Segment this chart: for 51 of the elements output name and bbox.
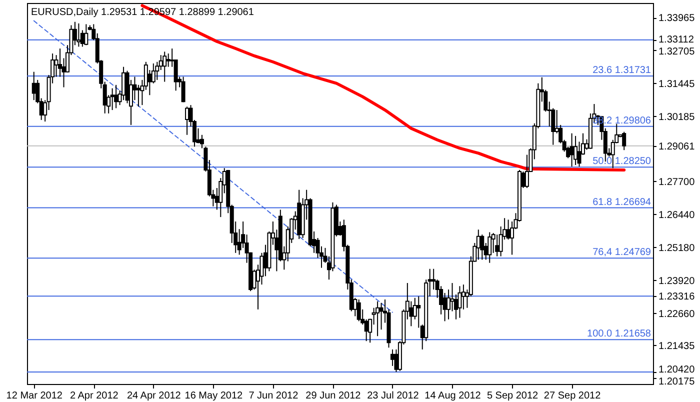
candlestick <box>84 24 88 46</box>
y-tick-label: 1.33112 <box>658 34 694 46</box>
candlestick <box>622 131 626 151</box>
ref-line-label: 100.0 1.21658 <box>587 328 652 340</box>
x-tick-label: 16 May 2012 <box>184 390 244 402</box>
candlestick <box>574 135 578 166</box>
candlestick <box>32 71 36 101</box>
ref-line-label: 76,4 1.24769 <box>592 247 652 258</box>
x-tick-label: 14 Aug 2012 <box>424 390 482 402</box>
candlestick <box>162 51 167 82</box>
candlestick <box>181 76 186 103</box>
y-tick-label: 1.32705 <box>658 46 696 58</box>
x-tick-label: 23 Jul 2012 <box>367 390 420 402</box>
candlestick <box>356 298 361 322</box>
y-tick-label: 1.33965 <box>658 13 696 24</box>
candlestick <box>390 348 394 366</box>
y-tick-label: 1.23316 <box>658 292 696 303</box>
y-tick-label: 1.30185 <box>658 112 696 123</box>
candlestick <box>506 219 510 240</box>
x-tick-label: 27 Sep 2012 <box>544 390 602 402</box>
x-tick-label: 2 Apr 2012 <box>70 390 119 402</box>
x-tick-label: 29 Jun 2012 <box>306 390 362 402</box>
candlestick <box>570 132 574 168</box>
candlestick <box>110 88 114 111</box>
candlestick <box>185 106 190 136</box>
candlestick <box>458 286 462 318</box>
ref-line-label: 50.0 1.28250 <box>592 156 652 168</box>
y-tick-label: 1.22660 <box>658 308 696 320</box>
x-tick-label: 24 Apr 2012 <box>126 390 182 402</box>
candlestick <box>76 22 81 48</box>
y-tick-label: 1.20175 <box>658 376 696 388</box>
ref-line-label: 61.8 1.26694 <box>592 196 652 208</box>
x-tick-label: 12 Mar 2012 <box>6 390 63 402</box>
candlestick <box>376 300 380 337</box>
candlestick <box>122 66 126 101</box>
candlestick <box>136 84 140 108</box>
x-tick-label: 5 Sep 2012 <box>486 390 539 402</box>
candlestick <box>495 234 500 257</box>
candlestick <box>379 302 384 330</box>
candlestick <box>114 84 118 109</box>
y-tick-label: 1.29061 <box>658 141 696 152</box>
candlestick <box>488 232 492 264</box>
y-tick-label: 1.20420 <box>658 364 696 376</box>
y-tick-label: 1.25180 <box>658 242 696 254</box>
y-tick-label: 1.26440 <box>658 210 696 221</box>
y-tick-label: 1.23920 <box>658 276 696 287</box>
ref-line-label: 23.6 1.31731 <box>592 64 652 76</box>
y-tick-label: 1.31445 <box>658 78 696 90</box>
x-tick-label: 7 Jun 2012 <box>248 390 299 402</box>
y-tick-label: 1.27700 <box>658 176 696 188</box>
y-tick-label: 1.21435 <box>658 340 696 352</box>
